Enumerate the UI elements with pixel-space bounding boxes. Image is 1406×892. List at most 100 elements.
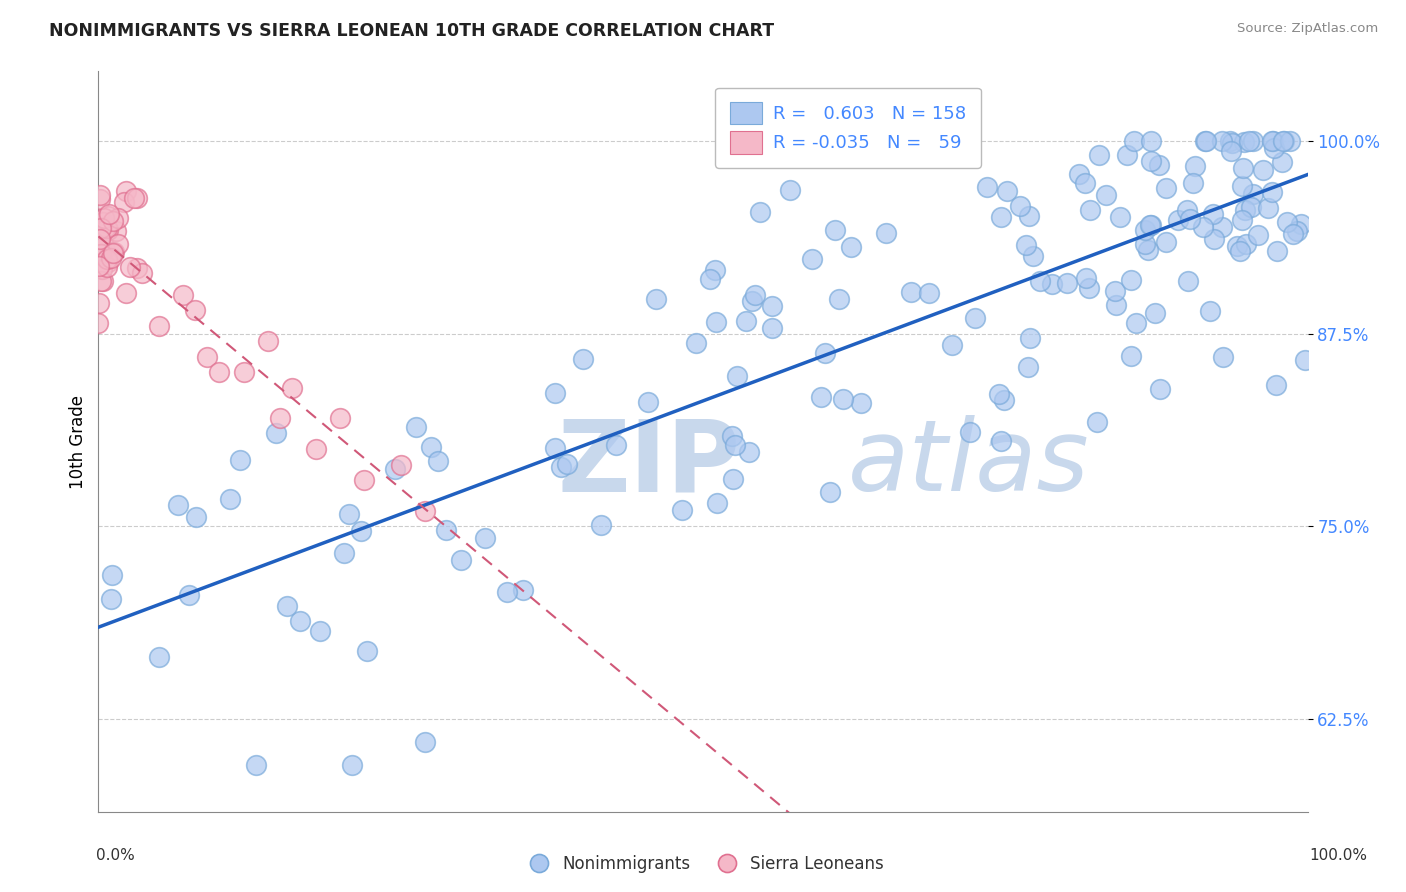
Point <box>1265 378 1288 392</box>
Point <box>761 321 783 335</box>
Point <box>120 260 142 274</box>
Point <box>1087 415 1109 429</box>
Point <box>875 227 897 241</box>
Point <box>148 650 170 665</box>
Point <box>100 251 122 265</box>
Point <box>1078 202 1101 217</box>
Point <box>413 504 436 518</box>
Point <box>264 426 287 441</box>
Point <box>1211 134 1233 148</box>
Point <box>1056 276 1078 290</box>
Point <box>98 207 121 221</box>
Point <box>990 434 1012 449</box>
Point <box>801 252 824 266</box>
Point <box>1108 210 1130 224</box>
Point <box>544 385 567 400</box>
Legend: R =   0.603   N = 158, R = -0.035   N =   59: R = 0.603 N = 158, R = -0.035 N = 59 <box>716 87 981 168</box>
Point <box>1192 220 1215 235</box>
Point <box>90 256 112 270</box>
Point <box>96 223 118 237</box>
Point <box>288 614 311 628</box>
Point <box>131 266 153 280</box>
Point <box>245 758 267 772</box>
Point <box>184 303 207 318</box>
Point <box>993 393 1015 408</box>
Point <box>89 192 111 206</box>
Point <box>1154 181 1177 195</box>
Point <box>495 585 517 599</box>
Point <box>1274 134 1296 148</box>
Point <box>1263 141 1285 155</box>
Point <box>1177 274 1199 288</box>
Point <box>824 223 846 237</box>
Point <box>122 191 145 205</box>
Point <box>706 496 728 510</box>
Point <box>1087 148 1109 162</box>
Point <box>94 220 117 235</box>
Point <box>959 425 981 439</box>
Point <box>1241 134 1264 148</box>
Point <box>1139 218 1161 232</box>
Point <box>419 440 441 454</box>
Text: NONIMMIGRANTS VS SIERRA LEONEAN 10TH GRADE CORRELATION CHART: NONIMMIGRANTS VS SIERRA LEONEAN 10TH GRA… <box>49 22 775 40</box>
Point <box>474 531 496 545</box>
Point <box>1281 227 1303 241</box>
Point <box>1230 213 1253 227</box>
Point <box>1074 271 1097 285</box>
Point <box>1220 136 1243 150</box>
Point <box>818 485 841 500</box>
Point <box>1135 223 1157 237</box>
Point <box>93 239 115 253</box>
Point <box>1233 135 1256 149</box>
Point <box>1139 219 1161 233</box>
Point <box>1225 239 1247 253</box>
Point <box>195 350 218 364</box>
Point <box>167 499 190 513</box>
Point <box>1198 303 1220 318</box>
Point <box>543 441 565 455</box>
Point <box>724 438 747 452</box>
Point <box>571 351 593 366</box>
Point <box>1234 236 1257 251</box>
Point <box>269 411 291 425</box>
Point <box>828 292 851 306</box>
Point <box>1211 219 1233 234</box>
Point <box>333 546 356 560</box>
Point <box>1204 232 1226 246</box>
Point <box>1195 134 1218 148</box>
Point <box>342 758 364 772</box>
Point <box>990 210 1012 224</box>
Point <box>1279 134 1302 148</box>
Point <box>97 209 120 223</box>
Point <box>350 524 373 539</box>
Point <box>1074 176 1097 190</box>
Point <box>218 492 240 507</box>
Point <box>810 390 832 404</box>
Point <box>103 245 125 260</box>
Point <box>1116 148 1139 162</box>
Point <box>1219 144 1241 158</box>
Point <box>208 365 231 379</box>
Point <box>1234 203 1257 218</box>
Point <box>1125 316 1147 330</box>
Point <box>101 567 124 582</box>
Point <box>1143 306 1166 320</box>
Point <box>1149 382 1171 396</box>
Point <box>1094 187 1116 202</box>
Point <box>90 237 112 252</box>
Point <box>1239 200 1261 214</box>
Point <box>87 221 110 235</box>
Point <box>671 502 693 516</box>
Point <box>1019 331 1042 345</box>
Point <box>1028 274 1050 288</box>
Point <box>1212 350 1234 364</box>
Text: ZIP: ZIP <box>558 416 741 512</box>
Point <box>1257 201 1279 215</box>
Point <box>725 369 748 384</box>
Point <box>1270 154 1292 169</box>
Point <box>637 394 659 409</box>
Text: Source: ZipAtlas.com: Source: ZipAtlas.com <box>1237 22 1378 36</box>
Point <box>276 599 298 614</box>
Point <box>101 245 124 260</box>
Point <box>832 392 855 407</box>
